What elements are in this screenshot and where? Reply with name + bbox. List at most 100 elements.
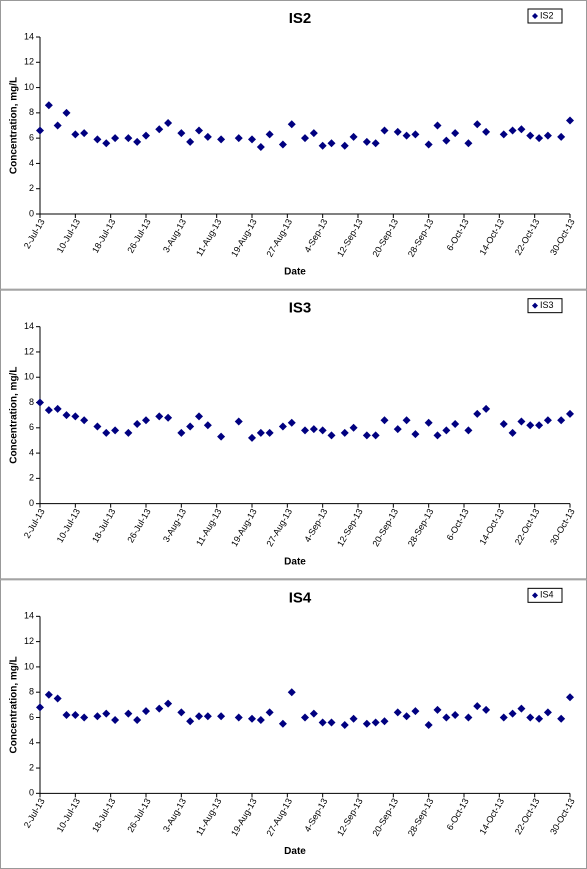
y-axis-title: Concentration, mg/L [9, 367, 20, 464]
data-point [433, 121, 442, 130]
data-point [177, 428, 186, 437]
data-point [234, 713, 243, 722]
data-point [411, 430, 420, 439]
data-point [62, 710, 71, 719]
data-point [133, 137, 142, 146]
y-tick-label: 2 [29, 183, 34, 193]
data-point [248, 135, 256, 144]
legend-marker [532, 302, 538, 309]
data-point [102, 428, 111, 437]
y-tick-label: 8 [29, 687, 34, 697]
data-point [62, 411, 71, 420]
chart-title: IS2 [289, 10, 312, 27]
data-point [124, 134, 133, 143]
data-point [557, 416, 566, 425]
data-point [102, 139, 111, 148]
data-point [473, 409, 482, 418]
data-point [371, 139, 380, 148]
data-point [36, 398, 44, 407]
data-point [433, 431, 442, 440]
x-axis-title: Date [284, 267, 306, 278]
data-point [402, 416, 411, 425]
data-point [543, 131, 552, 140]
data-point [93, 135, 102, 144]
data-point [566, 409, 574, 418]
data-point [177, 708, 186, 717]
y-tick-label: 8 [29, 397, 34, 407]
chart-title: IS4 [289, 589, 312, 606]
data-point [318, 426, 327, 435]
data-point [111, 426, 120, 435]
y-tick-label: 8 [29, 107, 34, 117]
data-point [234, 417, 243, 426]
data-point [340, 428, 349, 437]
y-tick-label: 6 [29, 133, 34, 143]
data-point [508, 709, 517, 718]
panel-border [0, 579, 587, 869]
data-point [80, 713, 89, 722]
legend-label: IS4 [540, 590, 554, 600]
legend-marker [532, 592, 538, 599]
data-point [62, 108, 71, 117]
panel-border [0, 289, 587, 580]
data-point [309, 129, 318, 138]
panel-border [0, 0, 587, 290]
data-point [393, 127, 402, 136]
data-point [411, 130, 420, 139]
y-tick-label: 2 [29, 473, 34, 483]
data-point [535, 714, 544, 723]
data-point [517, 417, 526, 426]
data-point [177, 129, 186, 138]
data-point [340, 721, 349, 730]
data-point [566, 116, 574, 125]
data-point [248, 714, 256, 723]
data-point [248, 433, 256, 442]
data-point [80, 129, 89, 138]
data-point [203, 712, 212, 721]
data-point [424, 721, 433, 730]
data-point [309, 709, 318, 718]
data-point [464, 139, 473, 148]
data-point [482, 705, 491, 714]
data-point [380, 416, 389, 425]
data-point [473, 702, 482, 711]
data-point [393, 708, 402, 717]
data-point [287, 120, 296, 129]
data-point [301, 713, 309, 722]
data-point [44, 406, 53, 415]
data-point [442, 136, 451, 145]
data-point [473, 120, 482, 129]
data-point [36, 703, 44, 712]
data-point [80, 416, 89, 425]
data-point [265, 130, 274, 139]
data-point [442, 426, 451, 435]
data-point [195, 126, 203, 135]
y-tick-label: 0 [29, 498, 34, 508]
data-point [517, 125, 526, 134]
data-point [93, 422, 102, 431]
data-point [380, 126, 389, 135]
data-point [327, 139, 336, 148]
data-point [349, 423, 358, 432]
data-point [557, 714, 566, 723]
data-point [543, 416, 552, 425]
legend-box [527, 298, 563, 314]
data-point [482, 404, 491, 413]
data-point [278, 422, 287, 431]
data-point [71, 130, 80, 139]
data-point [566, 693, 574, 702]
data-point [93, 712, 102, 721]
y-tick-label: 6 [29, 712, 34, 722]
data-point [526, 131, 535, 140]
data-point [535, 134, 544, 143]
data-point [102, 709, 111, 718]
data-point [164, 699, 173, 708]
data-point [44, 101, 53, 110]
data-point [133, 716, 142, 725]
data-point [164, 413, 173, 422]
data-point [53, 121, 62, 130]
